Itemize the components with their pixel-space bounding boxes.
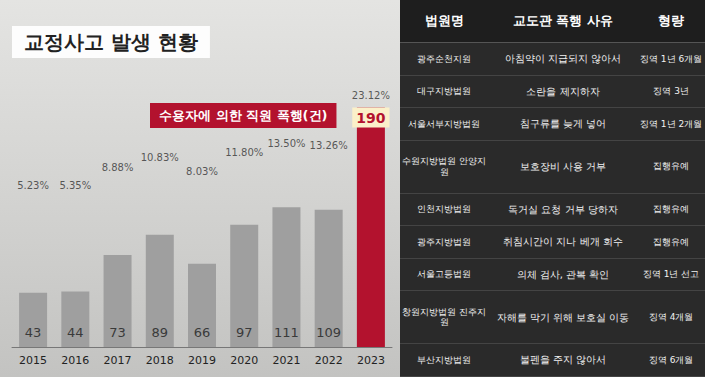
html-text:광주순천지원: 광주순천지원 <box>417 53 472 64</box>
html-text:교도관 폭행 사유: 교도관 폭행 사유 <box>512 13 613 28</box>
html-text:취침시간이 지나 베개 회수: 취침시간이 지나 베개 회수 <box>503 236 623 248</box>
html-text:형량: 형량 <box>658 13 685 28</box>
svg-text:97: 97 <box>236 325 253 340</box>
svg-text:111: 111 <box>274 325 299 340</box>
svg-text:2016: 2016 <box>61 354 89 367</box>
html-text:집행유예: 집행유예 <box>653 161 690 172</box>
html-text:부산지방법원: 부산지방법원 <box>417 355 472 365</box>
html-text:수원지방법원 안양지원: 수원지방법원 안양지원 <box>402 156 487 177</box>
html-text:징역 4개월: 징역 4개월 <box>648 312 694 323</box>
html-text:아침약이 지급되지 않아서: 아침약이 지급되지 않아서 <box>504 53 622 64</box>
html-text:징역 3년: 징역 3년 <box>653 86 689 97</box>
svg-text:8.03%: 8.03% <box>186 166 218 177</box>
html-text:불펜을 주지 않아서: 불펜을 주지 않아서 <box>519 354 607 366</box>
svg-text:수용자에 의한 직원 폭행(건): 수용자에 의한 직원 폭행(건) <box>159 108 327 123</box>
svg-text:2021: 2021 <box>272 354 300 367</box>
html-text:창원지방법원 진주지원: 창원지방법원 진주지원 <box>402 307 487 328</box>
svg-text:2018: 2018 <box>146 354 174 367</box>
svg-text:5.35%: 5.35% <box>59 180 91 191</box>
svg-text:43: 43 <box>25 325 42 340</box>
svg-text:2020: 2020 <box>230 354 258 367</box>
html-text:집행유예: 집행유예 <box>653 236 690 247</box>
html-text:인천지방법원: 인천지방법원 <box>417 204 472 215</box>
html-text:집행유예: 집행유예 <box>653 204 690 215</box>
svg-text:190: 190 <box>356 110 385 126</box>
svg-text:109: 109 <box>316 325 341 340</box>
svg-text:13.26%: 13.26% <box>310 140 348 151</box>
svg-text:89: 89 <box>152 325 169 340</box>
html-text:자해를 막기 위해 보호실 이동: 자해를 막기 위해 보호실 이동 <box>496 311 630 323</box>
html-text:서울고등법원: 서울고등법원 <box>417 269 472 280</box>
html-text:광주지방법원: 광주지방법원 <box>417 236 472 247</box>
svg-text:73: 73 <box>109 325 126 340</box>
html-text:의체 검사, 관복 확인: 의체 검사, 관복 확인 <box>516 268 610 280</box>
svg-text:11.80%: 11.80% <box>225 147 263 158</box>
html-text:침구류를 늦게 넣어: 침구류를 늦게 넣어 <box>519 118 607 129</box>
html-text:징역 1년 선고: 징역 1년 선고 <box>642 269 700 280</box>
svg-text:2017: 2017 <box>104 354 132 367</box>
svg-text:8.88%: 8.88% <box>102 162 134 173</box>
html-text:징역 1년 6개월: 징역 1년 6개월 <box>640 53 703 64</box>
svg-text:교정사고 발생 현황: 교정사고 발생 현황 <box>24 30 198 54</box>
html-text:징역 1년 2개월: 징역 1년 2개월 <box>640 118 703 129</box>
html-text:징역 6개월: 징역 6개월 <box>648 355 694 365</box>
svg-text:2019: 2019 <box>188 354 216 367</box>
svg-text:13.50%: 13.50% <box>267 138 305 149</box>
html-text:보호장비 사용 거부: 보호장비 사용 거부 <box>519 160 607 172</box>
html-text:소란을 제지하자: 소란을 제지하자 <box>526 85 600 97</box>
svg-text:2015: 2015 <box>19 354 47 367</box>
svg-text:23.12%: 23.12% <box>352 90 390 101</box>
html-text:대구지방법원: 대구지방법원 <box>417 86 472 97</box>
svg-text:2023: 2023 <box>357 354 385 367</box>
svg-text:2022: 2022 <box>315 354 343 367</box>
svg-text:5.23%: 5.23% <box>17 180 49 191</box>
html-text:법원명: 법원명 <box>424 13 464 28</box>
html-text:서울서부지방법원: 서울서부지방법원 <box>408 118 481 129</box>
html-text:독거실 요청 거부 당하자: 독거실 요청 거부 당하자 <box>508 203 618 215</box>
svg-text:66: 66 <box>194 325 211 340</box>
svg-text:10.83%: 10.83% <box>141 152 179 163</box>
svg-text:44: 44 <box>67 325 84 340</box>
